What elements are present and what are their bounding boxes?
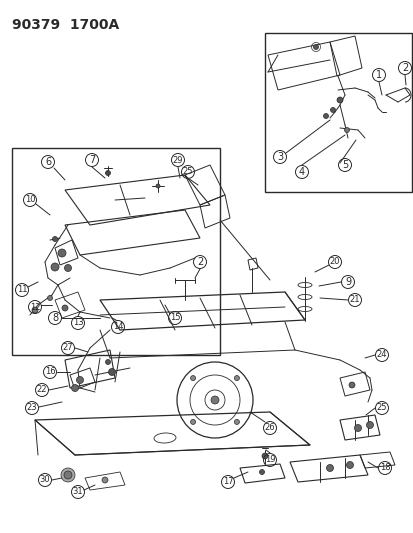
Text: 31: 31 [73, 488, 83, 497]
Circle shape [234, 376, 239, 381]
Circle shape [105, 171, 110, 175]
Circle shape [346, 462, 353, 469]
Circle shape [234, 419, 239, 424]
Text: 29: 29 [172, 156, 183, 165]
Circle shape [190, 419, 195, 424]
Text: 2: 2 [197, 257, 203, 267]
Circle shape [336, 97, 342, 103]
Text: 21: 21 [349, 295, 359, 304]
Circle shape [330, 108, 335, 112]
Bar [264, 33, 411, 192]
Text: 19: 19 [264, 456, 275, 464]
Text: 27: 27 [62, 343, 73, 352]
Text: 3: 3 [276, 152, 282, 162]
Circle shape [51, 263, 59, 271]
Text: 12: 12 [30, 303, 40, 311]
Text: 1: 1 [375, 70, 381, 80]
Text: 25: 25 [376, 403, 386, 413]
Circle shape [190, 376, 195, 381]
Text: 23: 23 [26, 403, 37, 413]
Circle shape [366, 422, 373, 429]
Circle shape [58, 249, 66, 257]
Circle shape [211, 396, 218, 404]
Circle shape [259, 470, 264, 474]
Circle shape [52, 237, 57, 241]
Text: 8: 8 [52, 313, 58, 323]
Circle shape [326, 464, 333, 472]
Circle shape [108, 368, 115, 376]
Text: 9: 9 [344, 277, 350, 287]
Text: 11: 11 [17, 286, 27, 295]
Text: 20: 20 [329, 257, 339, 266]
Text: 90379  1700A: 90379 1700A [12, 18, 119, 32]
Text: 15: 15 [169, 313, 180, 322]
Text: 10: 10 [25, 196, 35, 205]
Text: 25: 25 [182, 167, 193, 176]
Text: 30: 30 [40, 475, 50, 484]
Circle shape [102, 477, 108, 483]
Circle shape [47, 295, 52, 301]
Circle shape [344, 127, 349, 133]
Circle shape [354, 424, 361, 432]
Text: 5: 5 [341, 160, 347, 170]
Text: 14: 14 [112, 322, 123, 332]
Text: 26: 26 [264, 424, 275, 432]
Circle shape [76, 376, 83, 384]
Circle shape [64, 471, 72, 479]
Circle shape [261, 453, 267, 459]
Text: 22: 22 [37, 385, 47, 394]
Circle shape [61, 468, 75, 482]
Text: 16: 16 [45, 367, 55, 376]
Text: 2: 2 [401, 63, 407, 73]
Circle shape [32, 307, 38, 313]
Circle shape [156, 184, 159, 188]
Text: 13: 13 [73, 319, 83, 327]
Text: 18: 18 [379, 464, 389, 472]
Circle shape [62, 305, 68, 311]
Text: 24: 24 [376, 351, 386, 359]
Circle shape [64, 264, 71, 271]
Circle shape [313, 44, 318, 50]
Text: 4: 4 [298, 167, 304, 177]
Bar [12, 148, 219, 355]
Circle shape [323, 114, 328, 118]
Circle shape [348, 382, 354, 388]
Circle shape [71, 384, 78, 392]
Text: 17: 17 [222, 478, 233, 487]
Text: 6: 6 [45, 157, 51, 167]
Text: 7: 7 [89, 155, 95, 165]
Circle shape [105, 359, 110, 365]
